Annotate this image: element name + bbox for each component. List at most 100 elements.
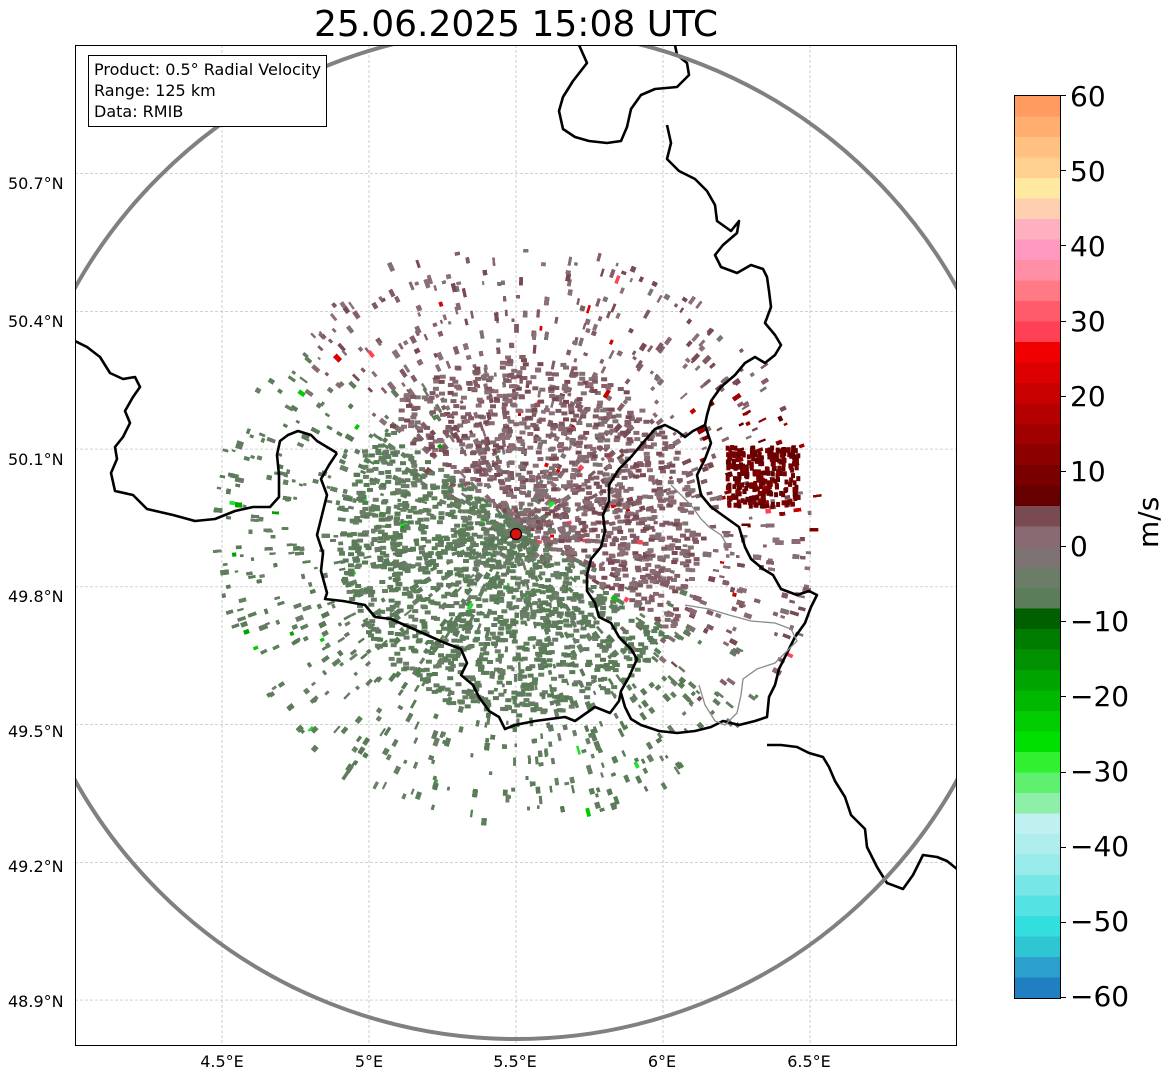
echo-gate [677, 681, 686, 689]
echo-gate [623, 596, 630, 603]
echo-gate [464, 498, 474, 507]
echo-gate [355, 685, 361, 691]
echo-gate [465, 594, 474, 603]
echo-gate [655, 342, 664, 352]
echo-gate [609, 431, 614, 436]
echo-gate [291, 479, 296, 483]
echo-gate [363, 457, 371, 464]
echo-gate [277, 388, 283, 395]
echo-gate [454, 306, 459, 315]
echo-gate [739, 368, 744, 373]
echo-gate [751, 427, 759, 432]
echo-gate [534, 683, 538, 691]
echo-gate [615, 262, 619, 267]
echo-gate [664, 754, 669, 759]
echo-gate [669, 691, 677, 699]
echo-gate [608, 339, 614, 346]
echo-gate [410, 374, 418, 383]
echo-gate [652, 651, 660, 658]
echo-gate [297, 389, 306, 398]
echo-gate [530, 587, 537, 597]
echo-gate [687, 681, 697, 690]
echo-gate [679, 392, 688, 400]
echo-gate [539, 325, 543, 331]
echo-gate [415, 259, 421, 269]
echo-gate [486, 608, 493, 616]
echo-gate [573, 262, 578, 266]
echo-gate [691, 466, 699, 473]
echo-gate [339, 661, 345, 667]
echo-gate [668, 475, 673, 480]
echo-gate [716, 334, 724, 343]
echo-gate [378, 295, 383, 301]
echo-gate [302, 482, 307, 487]
echo-gate [514, 323, 519, 333]
echo-gate [335, 381, 343, 389]
echo-gate [438, 301, 444, 307]
echo-gate [629, 265, 637, 273]
echo-gate [282, 423, 289, 429]
echo-gate [697, 639, 703, 645]
echo-gate [754, 694, 759, 699]
echo-gate [567, 392, 572, 397]
echo-gate [320, 610, 330, 619]
echo-gate [666, 460, 673, 466]
echo-gate [431, 729, 439, 740]
echo-gate [660, 782, 668, 790]
echo-gate [469, 573, 475, 579]
echo-gate [379, 511, 387, 517]
echo-gate [385, 505, 392, 512]
echo-gate [617, 727, 625, 738]
echo-gate [628, 327, 634, 334]
echo-gate [338, 541, 344, 546]
echo-gate [583, 351, 589, 357]
echo-gate [695, 689, 701, 695]
echo-gate [629, 277, 634, 283]
echo-gate [286, 543, 293, 547]
echo-gate [706, 491, 713, 496]
map-title: 25.06.2025 15:08 UTC [313, 4, 719, 45]
echo-gate [511, 787, 516, 792]
echo-gate [652, 656, 659, 663]
echo-gate [682, 544, 688, 548]
echo-gate [312, 478, 319, 485]
echo-gate [331, 603, 336, 609]
echo-gate [536, 309, 541, 318]
echo-gate [488, 771, 493, 776]
echo-gate [556, 732, 562, 742]
radar-map[interactable] [75, 45, 957, 1046]
echo-gate [719, 575, 725, 579]
echo-gate [357, 746, 366, 756]
echo-gate [333, 725, 341, 734]
echo-gate [327, 474, 332, 479]
echo-gate [409, 335, 418, 344]
echo-gate [454, 586, 463, 594]
echo-gate [543, 750, 548, 758]
echo-gate [613, 795, 620, 805]
echo-gate [709, 709, 716, 715]
echo-gate [784, 494, 791, 500]
echo-gate [317, 345, 324, 352]
echo-gate [649, 370, 655, 375]
echo-gate [698, 344, 706, 352]
echo-gate [616, 452, 625, 461]
echo-gate [231, 449, 236, 453]
echo-gate [757, 438, 766, 444]
echo-gate [426, 512, 431, 516]
echo-gate [667, 635, 676, 643]
echo-gate [579, 305, 586, 312]
echo-gate [473, 411, 479, 419]
echo-gate [431, 759, 436, 765]
echo-gate [639, 687, 648, 696]
echo-gate [618, 563, 627, 569]
echo-gate [742, 400, 750, 407]
echo-gate [420, 382, 428, 392]
echo-gate [531, 781, 536, 786]
echo-gate [363, 555, 372, 560]
echo-gate [337, 342, 346, 352]
echo-gate [600, 772, 605, 778]
echo-gate [667, 602, 675, 608]
echo-gate [736, 401, 745, 408]
echo-gate [571, 729, 578, 737]
echo-gate [479, 330, 485, 340]
